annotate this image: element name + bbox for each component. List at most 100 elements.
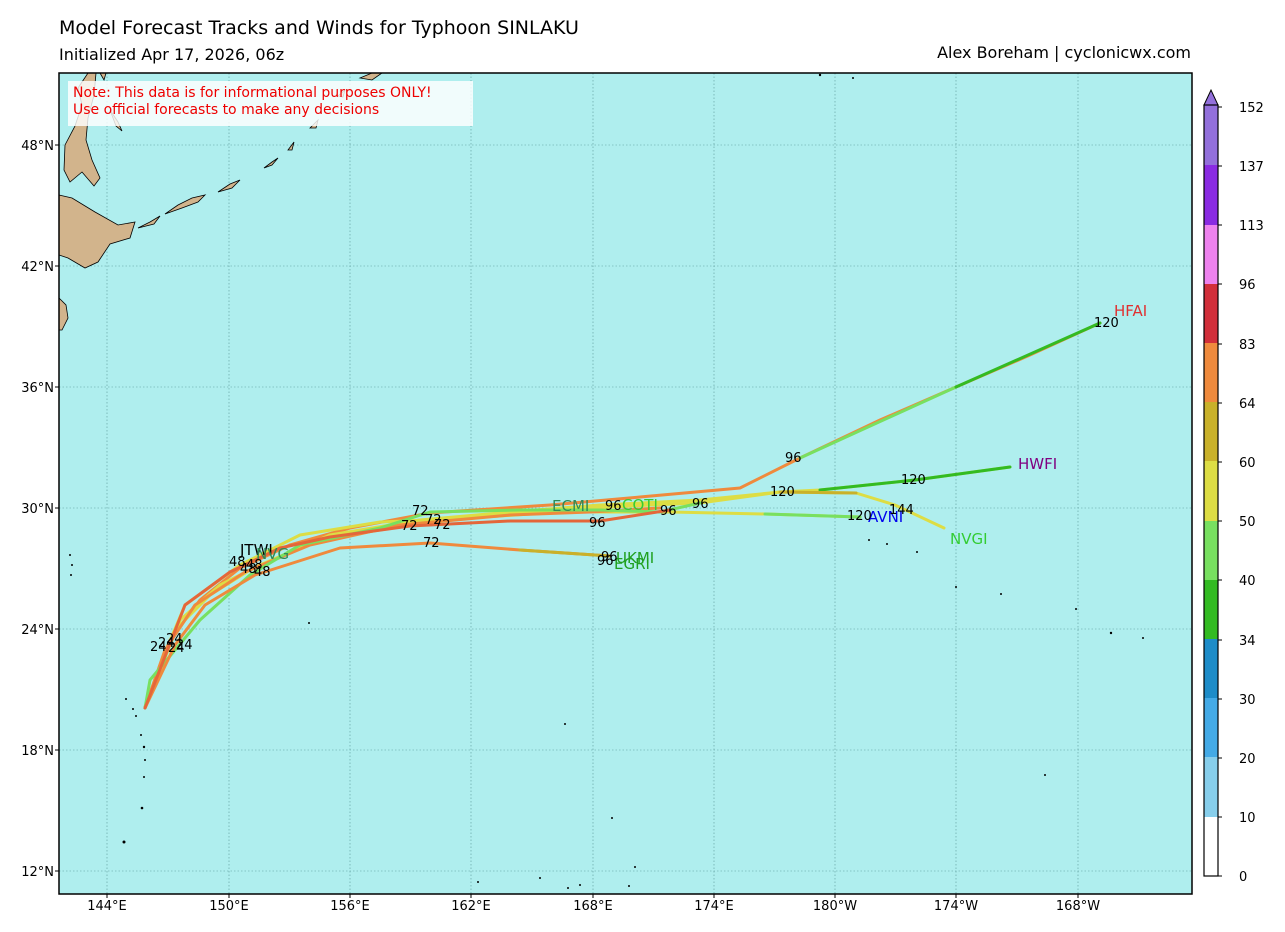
colorbar-segment <box>1204 343 1218 402</box>
lon-tick-label: 174°E <box>694 899 734 914</box>
label-egri: EGRI <box>614 555 650 573</box>
colorbar-segment <box>1204 165 1218 225</box>
label-nvgi: NVGI <box>950 530 988 548</box>
colorbar-tick-label: 0 <box>1239 870 1247 885</box>
colorbar-segment <box>1204 698 1218 757</box>
hour-label: 24 <box>168 641 185 656</box>
colorbar-extend-arrow <box>1203 88 1219 106</box>
colorbar-tick-label: 50 <box>1239 515 1256 530</box>
lat-tick-label: 42°N <box>21 260 54 275</box>
model-labels: HFAI HWFI AVNI NVGI ECMI COTI UKMI EGRI … <box>239 302 1147 573</box>
colorbar-segment <box>1204 580 1218 639</box>
forecast-tracks <box>143 321 1102 710</box>
track-coti <box>143 501 702 710</box>
hour-label: 48 <box>229 555 246 570</box>
lon-tick-label: 168°E <box>573 899 613 914</box>
colorbar-tick-label: 30 <box>1239 693 1256 708</box>
hour-label: 144 <box>889 503 914 518</box>
wind-colorbar: 152 137 113 96 83 64 60 50 40 34 30 20 1… <box>1203 88 1264 885</box>
lat-lon-grid <box>59 73 1192 894</box>
hour-label: 120 <box>901 473 926 488</box>
colorbar-segment <box>1204 225 1218 284</box>
hour-label: 96 <box>589 516 606 531</box>
hour-label: 120 <box>1094 316 1119 331</box>
track-hwfi-tail <box>818 465 1012 492</box>
lat-tick-label: 36°N <box>21 381 54 396</box>
init-time: Initialized Apr 17, 2026, 06z <box>59 45 285 64</box>
label-hfai: HFAI <box>1114 302 1147 320</box>
colorbar-segment <box>1204 639 1218 698</box>
colorbar-tick-label: 20 <box>1239 752 1256 767</box>
hour-label: 72 <box>412 504 429 519</box>
lat-tick-label: 24°N <box>21 623 54 638</box>
colorbar-tick-label: 137 <box>1239 160 1264 175</box>
hour-label: 96 <box>601 550 618 565</box>
hour-label: 96 <box>605 499 622 514</box>
lon-tick-labels: 144°E 150°E 156°E 162°E 168°E 174°E 180°… <box>87 899 1100 914</box>
lat-tick-labels: 48°N 42°N 36°N 30°N 24°N 18°N 12°N <box>21 139 54 880</box>
hour-label: 48 <box>246 558 263 573</box>
lon-tick-label: 150°E <box>209 899 249 914</box>
hour-label: 120 <box>847 509 872 524</box>
colorbar-segment <box>1204 402 1218 461</box>
label-ukmi: UKMI <box>616 549 654 567</box>
lon-tick-label: 174°W <box>934 899 978 914</box>
hour-label: 24 <box>176 638 193 653</box>
hour-labels: 24 24 24 24 24 48 48 48 48 72 72 72 72 7… <box>150 316 1119 656</box>
colorbar-tick-label: 10 <box>1239 811 1256 826</box>
ocean-background <box>59 73 1192 894</box>
track-ecmi <box>143 506 662 710</box>
label-avni: AVNI <box>868 508 903 526</box>
disclaimer-line-1: Note: This data is for informational pur… <box>73 85 432 101</box>
track-hfai-tail <box>954 321 1102 389</box>
track-nvgi-mid <box>778 490 858 495</box>
small-islands <box>69 73 1144 889</box>
colorbar-tick-label: 40 <box>1239 574 1256 589</box>
hour-label: 96 <box>660 504 677 519</box>
lon-tick-label: 156°E <box>330 899 370 914</box>
lon-tick-label: 180°W <box>813 899 857 914</box>
lat-tick-label: 18°N <box>21 744 54 759</box>
chart-title: Model Forecast Tracks and Winds for Typh… <box>59 17 579 39</box>
track-ukmi-tail <box>518 548 612 558</box>
colorbar-tick-label: 152 <box>1239 101 1264 116</box>
label-ecmi: ECMI <box>552 497 589 515</box>
lat-tick-label: 30°N <box>21 502 54 517</box>
colorbar-tick-label: 60 <box>1239 456 1256 471</box>
lat-tick-label: 48°N <box>21 139 54 154</box>
lat-tick-label: 12°N <box>21 865 54 880</box>
track-avni-tail <box>763 512 862 519</box>
track-ukmi <box>143 541 612 710</box>
colorbar-tick-label: 96 <box>1239 278 1256 293</box>
axis-ticks <box>55 144 1079 898</box>
colorbar-tick-label: 83 <box>1239 338 1256 353</box>
hour-label: 24 <box>150 640 167 655</box>
colorbar-segment <box>1204 757 1218 817</box>
colorbar-tick-label: 64 <box>1239 397 1256 412</box>
disclaimer-box <box>68 81 473 126</box>
hour-label: 72 <box>401 519 418 534</box>
hour-label: 48 <box>240 562 257 577</box>
colorbar-segment <box>1204 284 1218 343</box>
colorbar-segment <box>1204 817 1218 876</box>
colorbar-segment <box>1204 521 1218 580</box>
author-credit: Alex Boreham | cyclonicwx.com <box>937 43 1191 62</box>
track-dtop <box>143 508 672 710</box>
lon-tick-label: 168°W <box>1056 899 1100 914</box>
colorbar-segment <box>1204 461 1218 521</box>
disclaimer-line-2: Use official forecasts to make any decis… <box>73 102 380 118</box>
label-coti: COTI <box>622 496 658 514</box>
hour-label: 96 <box>692 497 709 512</box>
label-hwfi: HWFI <box>1018 455 1057 473</box>
lon-tick-label: 162°E <box>451 899 491 914</box>
label-nvg: NVG <box>256 545 289 563</box>
hour-label: 72 <box>423 536 440 551</box>
colorbar-tick-label: 113 <box>1239 219 1264 234</box>
label-jtwi: JTWI <box>239 541 273 559</box>
colorbar-segment <box>1204 105 1218 165</box>
hour-label: 72 <box>425 513 442 528</box>
lon-tick-label: 144°E <box>87 899 127 914</box>
hour-label: 120 <box>770 485 795 500</box>
hour-label: 72 <box>434 518 451 533</box>
hour-label: 48 <box>254 565 271 580</box>
